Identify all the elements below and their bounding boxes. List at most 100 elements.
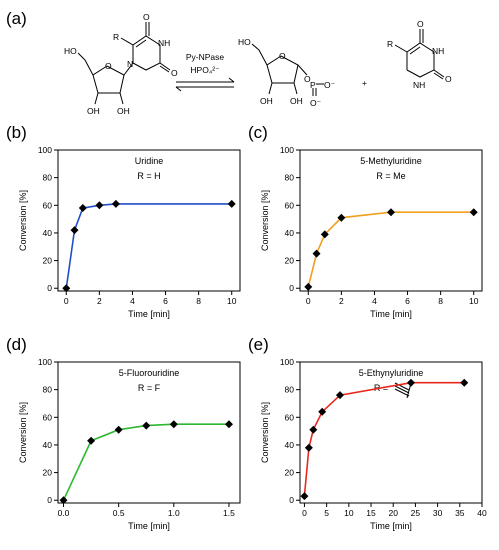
c2-o-bond-2 [433, 69, 445, 78]
data-point [114, 425, 123, 434]
ho-label-2: HO [238, 37, 251, 47]
y-tick-label: 0 [47, 283, 52, 293]
nh-label-2a: NH [432, 46, 444, 56]
data-point [78, 204, 87, 213]
x-axis-title: Time [min] [370, 309, 412, 319]
y-tick-label: 100 [38, 357, 52, 367]
y-tick-label: 60 [43, 412, 53, 422]
ch2oh-bond-2 [251, 43, 260, 51]
x-tick-label: 8 [196, 296, 201, 306]
chart-panel-d: (d) 0 20 40 60 80 100 0.0 0.5 1.0 1.5 Time [min] Con… [6, 335, 241, 531]
enzyme-label: Py-NPase [186, 52, 225, 62]
x-tick-label: 0.0 [58, 508, 70, 518]
plot-frame [57, 149, 241, 292]
y-tick-label: 40 [43, 440, 53, 450]
ring-o-label-2: O [279, 51, 286, 61]
pyrimidine-ring [132, 35, 161, 71]
forward-arrowhead [228, 77, 235, 83]
data-point [70, 226, 79, 235]
ch2-bond-2 [258, 49, 268, 66]
y-axis-title: Conversion [%] [18, 402, 28, 463]
chart-title: 5-Methyluridine [360, 156, 422, 166]
y-axis-title: Conversion [%] [18, 190, 28, 251]
y-axis-title: Conversion [%] [260, 190, 270, 251]
chart-panel-e: (e) 0 20 40 60 80 100 0 5 10 15 20 25 30 35 40 Time [min… [248, 335, 487, 531]
data-point [59, 496, 68, 505]
o-label-1b: O [171, 68, 178, 78]
chart-title: 5-Ethynyluridine [359, 368, 424, 378]
data-point [406, 378, 415, 387]
y-tick-label: 20 [285, 256, 295, 266]
y-tick-label: 100 [38, 145, 52, 155]
chart-panel-c: (c) 0 20 40 60 80 100 0 2 4 6 8 10 Time [min] Conversi… [248, 123, 483, 319]
x-tick-label: 6 [163, 296, 168, 306]
c5-r-bond-2 [394, 44, 408, 53]
c2-o-bond [159, 62, 171, 71]
y-axis-title: Conversion [%] [260, 402, 270, 463]
data-point [111, 199, 120, 208]
x-tick-label: 15 [366, 508, 376, 518]
oh-label-2b: OH [290, 96, 303, 106]
nh-label-1: NH [158, 38, 170, 48]
r-label-1: R [113, 32, 119, 42]
oh-bond-2 [119, 92, 124, 105]
y-tick-label: 80 [285, 173, 295, 183]
ch2oh-bond [77, 52, 86, 61]
nucleobase-structure [394, 29, 445, 80]
ribose-ring [92, 65, 125, 94]
x-tick-label: 8 [438, 296, 443, 306]
triple-bond-line [394, 382, 410, 391]
x-tick-label: 20 [388, 508, 398, 518]
triple-bond-line [394, 385, 410, 394]
y-tick-label: 100 [280, 357, 294, 367]
o-minus-label-1: O⁻ [324, 80, 335, 90]
reverse-arrowhead [175, 86, 182, 92]
x-axis-title: Time [min] [128, 521, 170, 531]
pyrimidine-ring-2 [406, 42, 435, 78]
x-tick-label: 0 [64, 296, 69, 306]
y-tick-label: 80 [285, 385, 295, 395]
x-tick-label: 1.5 [223, 508, 235, 518]
plot-frame [299, 149, 483, 292]
x-tick-label: 35 [455, 508, 465, 518]
series-line [303, 381, 465, 497]
y-tick-label: 60 [43, 200, 53, 210]
panel-label-d: (d) [6, 335, 27, 354]
o-p-bond [297, 64, 308, 76]
oh-bond-2a [268, 82, 273, 95]
y-tick-label: 20 [43, 256, 53, 266]
p-label: P [310, 80, 316, 90]
data-point [304, 282, 313, 291]
plus-sign: + [362, 78, 367, 88]
reaction-scheme: (a) R HO O OH OH N NH O [6, 9, 452, 116]
ribose-ring-2 [266, 55, 299, 84]
y-tick-label: 40 [285, 228, 295, 238]
data-point [312, 249, 321, 258]
y-tick-label: 0 [289, 283, 294, 293]
phosphate-label: HPO₄²⁻ [190, 65, 219, 75]
chart-title: Uridine [135, 156, 164, 166]
double-bond-2 [409, 46, 421, 55]
data-point [87, 436, 96, 445]
y-tick-label: 80 [43, 385, 53, 395]
x-tick-label: 10 [469, 296, 479, 306]
x-tick-label: 30 [433, 508, 443, 518]
y-tick-label: 0 [47, 495, 52, 505]
y-tick-label: 60 [285, 412, 295, 422]
y-tick-label: 0 [289, 495, 294, 505]
c2-o-double-2 [433, 72, 444, 80]
x-tick-label: 2 [97, 296, 102, 306]
ethynyl-group-icon [394, 382, 412, 399]
x-tick-label: 10 [227, 296, 237, 306]
nh-label-2b: NH [413, 80, 425, 90]
chart-panel-b: (b) 0 20 40 60 80 100 0 2 4 6 8 10 Time [min] Conversi… [6, 123, 241, 319]
r-label-2: R [387, 39, 393, 49]
data-point [169, 420, 178, 429]
data-point [337, 213, 346, 222]
data-point [460, 378, 469, 387]
x-tick-label: 25 [411, 508, 421, 518]
chart-subtitle: R = Me [376, 171, 405, 181]
x-tick-label: 5 [324, 508, 329, 518]
